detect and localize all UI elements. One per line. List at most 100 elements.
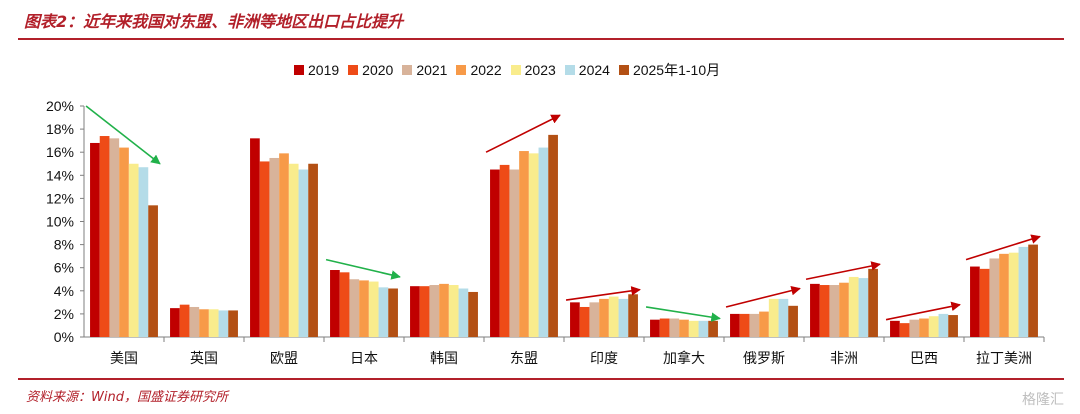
bar bbox=[909, 319, 920, 337]
bar bbox=[628, 294, 638, 337]
bar bbox=[259, 161, 270, 337]
bar bbox=[698, 320, 709, 337]
bar bbox=[429, 285, 440, 337]
legend-swatch bbox=[294, 65, 304, 75]
legend-swatch bbox=[618, 65, 629, 75]
legend-label: 2022 bbox=[470, 62, 502, 78]
y-tick-label: 8% bbox=[54, 237, 74, 253]
y-tick-label: 12% bbox=[46, 190, 74, 206]
x-category-label: 非洲 bbox=[830, 351, 858, 367]
x-category-label: 俄罗斯 bbox=[743, 351, 785, 367]
legend-swatch bbox=[402, 65, 413, 75]
bar bbox=[109, 138, 120, 337]
chart-title: 图表2：近年来我国对东盟、非洲等地区出口占比提升 bbox=[24, 12, 404, 31]
bar bbox=[708, 320, 718, 337]
bar bbox=[829, 285, 840, 337]
bar bbox=[1028, 244, 1038, 337]
bar bbox=[349, 279, 360, 337]
y-tick-label: 14% bbox=[46, 167, 74, 183]
bar bbox=[618, 298, 629, 337]
bar bbox=[650, 319, 660, 337]
legend-label: 2023 bbox=[524, 62, 556, 78]
bar bbox=[788, 305, 798, 337]
bar bbox=[1008, 252, 1019, 337]
bar bbox=[419, 286, 430, 337]
trend-down-arrow bbox=[645, 306, 721, 322]
y-tick-label: 4% bbox=[54, 283, 74, 299]
bar bbox=[778, 298, 789, 337]
source-rule bbox=[18, 378, 1064, 380]
legend-item: 2019 bbox=[294, 62, 339, 78]
bar bbox=[499, 164, 510, 337]
bar bbox=[739, 313, 750, 337]
bar bbox=[269, 157, 280, 337]
bar bbox=[490, 169, 500, 337]
bar bbox=[688, 320, 699, 337]
bar bbox=[509, 169, 520, 337]
y-tick-label: 2% bbox=[54, 306, 74, 322]
legend-label: 2025年1-10月 bbox=[632, 62, 721, 78]
chart-legend: 2019 2020 2021 2022 2023 2024 2025年1-10月 bbox=[294, 60, 729, 80]
bar bbox=[989, 258, 1000, 337]
y-tick-label: 18% bbox=[46, 121, 74, 137]
y-tick-label: 20% bbox=[46, 98, 74, 114]
bar-chart: 0% 2% 4% 6% 8% 10% 12% 14% 16% 18% 20% 美国 英国 欧盟 日本 韩国 东盟… bbox=[46, 98, 1045, 367]
trend-up-arrow bbox=[725, 285, 801, 308]
bar bbox=[298, 169, 309, 337]
bar bbox=[579, 306, 590, 337]
y-tick-label: 6% bbox=[54, 260, 74, 276]
bar bbox=[208, 309, 219, 337]
bar bbox=[90, 142, 100, 337]
bar bbox=[288, 163, 299, 337]
bar bbox=[570, 302, 580, 337]
bar bbox=[730, 313, 740, 337]
bar bbox=[538, 147, 549, 337]
x-category-label: 美国 bbox=[110, 351, 138, 367]
bar bbox=[868, 268, 878, 337]
bar bbox=[669, 318, 680, 337]
bar bbox=[279, 153, 289, 337]
trend-up-arrow bbox=[565, 286, 641, 301]
legend-swatch bbox=[564, 65, 575, 75]
bar bbox=[228, 310, 238, 337]
trend-down-arrow bbox=[325, 258, 401, 280]
bar bbox=[768, 298, 779, 337]
bar bbox=[839, 282, 849, 337]
y-tick-label: 16% bbox=[46, 144, 74, 160]
bar bbox=[519, 151, 529, 337]
bar bbox=[858, 278, 869, 337]
bar bbox=[119, 147, 129, 337]
trend-up-arrow bbox=[485, 114, 561, 153]
bar bbox=[848, 276, 859, 337]
x-category-label: 印度 bbox=[590, 351, 618, 367]
x-category-label: 日本 bbox=[350, 351, 378, 367]
bar bbox=[448, 285, 459, 337]
bar bbox=[890, 320, 900, 337]
bar bbox=[138, 167, 149, 337]
y-tick-label: 0% bbox=[54, 329, 74, 345]
bar bbox=[589, 302, 600, 337]
x-category-label: 英国 bbox=[190, 350, 218, 367]
bar bbox=[388, 288, 398, 337]
bar bbox=[608, 296, 619, 337]
bar bbox=[170, 308, 180, 337]
bar bbox=[979, 268, 990, 337]
trend-down-arrow bbox=[85, 105, 161, 165]
bar bbox=[919, 318, 929, 337]
bar bbox=[528, 153, 539, 337]
x-category-label: 巴西 bbox=[910, 351, 938, 367]
bar bbox=[468, 291, 478, 337]
bar bbox=[1018, 246, 1029, 337]
trend-up-arrow bbox=[885, 301, 961, 321]
y-tick-label: 10% bbox=[46, 214, 74, 230]
bar bbox=[548, 134, 558, 337]
x-category-label: 韩国 bbox=[430, 351, 458, 367]
bar bbox=[749, 313, 760, 337]
legend-item: 2023 bbox=[510, 62, 556, 78]
legend-item: 2025年1-10月 bbox=[618, 60, 721, 80]
bar bbox=[599, 298, 609, 337]
bar bbox=[928, 316, 939, 337]
bar bbox=[99, 136, 110, 337]
bar bbox=[189, 306, 200, 337]
bar bbox=[439, 283, 449, 337]
